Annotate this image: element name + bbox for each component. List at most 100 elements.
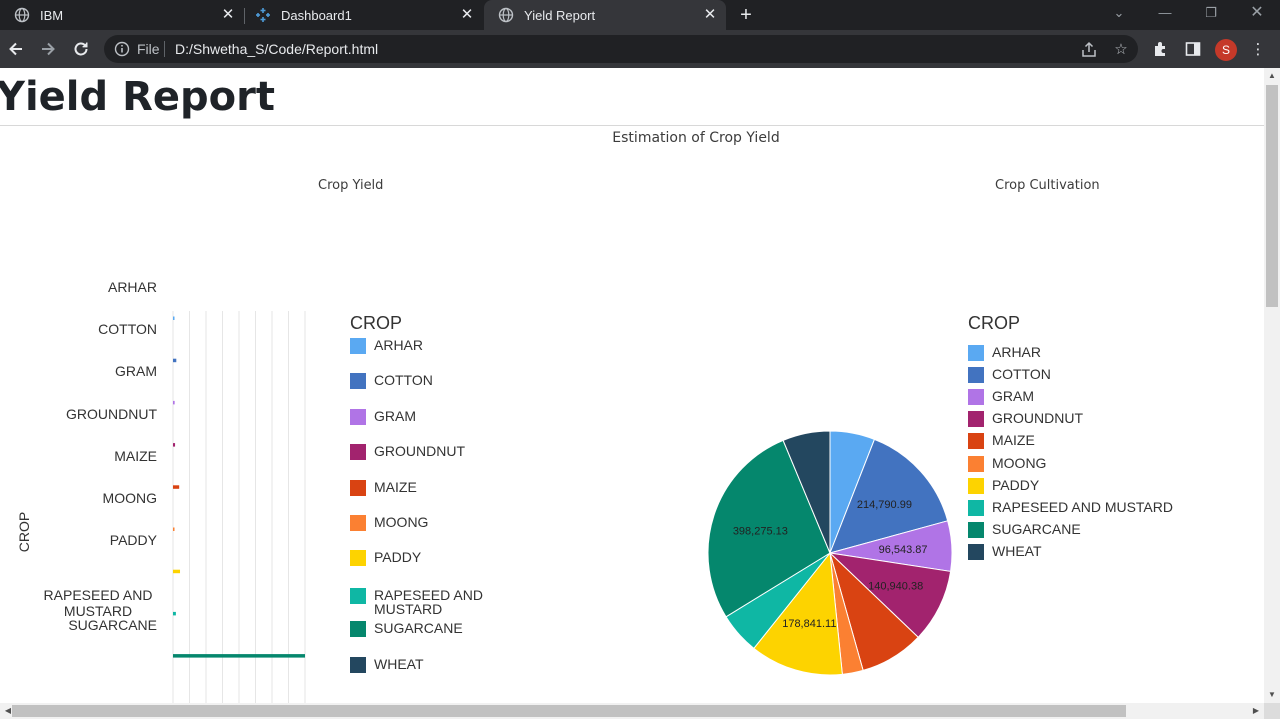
legend-label: WHEAT — [374, 656, 424, 672]
pie-slice-wheat[interactable] — [782, 430, 831, 554]
pie-legend-item-gram[interactable]: GRAM — [968, 388, 1034, 406]
legend-label: COTTON — [374, 372, 433, 388]
legend-label: GROUNDNUT — [992, 410, 1083, 427]
legend-swatch — [968, 477, 984, 494]
pie-slice-groundnut[interactable] — [828, 552, 952, 638]
legend-swatch — [968, 389, 984, 406]
legend-swatch — [350, 338, 366, 354]
vertical-scrollbar[interactable]: ▲ ▼ — [1264, 68, 1280, 703]
legend-label: RAPESEED AND MUSTARD — [992, 498, 1173, 515]
scroll-up-icon[interactable]: ▲ — [1268, 71, 1276, 80]
bar-groundnut[interactable] — [173, 443, 176, 447]
bar-paddy[interactable] — [173, 569, 181, 574]
minimize-icon[interactable]: — — [1158, 5, 1172, 20]
tab-yield-report[interactable]: Yield Report ✕ — [484, 0, 726, 30]
bar-maize[interactable] — [173, 485, 180, 489]
star-icon[interactable]: ☆ — [1114, 41, 1128, 58]
menu-icon[interactable]: ⋮ — [1250, 41, 1266, 58]
legend-label: WHEAT — [992, 542, 1042, 559]
bar-cotton[interactable] — [173, 358, 177, 363]
y-axis-label: CROP — [16, 511, 32, 553]
bar-moong[interactable] — [173, 527, 175, 532]
horizontal-scroll-thumb[interactable] — [12, 705, 1126, 717]
bar-legend-item-paddy[interactable]: PADDY — [350, 550, 421, 566]
pie-legend-item-wheat[interactable]: WHEAT — [968, 542, 1042, 560]
scroll-left-icon[interactable]: ◀ — [4, 706, 12, 715]
legend-label: PADDY — [992, 476, 1040, 493]
bar-legend-item-groundnut[interactable]: GROUNDNUT — [350, 444, 465, 460]
url-text[interactable]: D:/Shwetha_S/Code/Report.html — [175, 41, 379, 57]
bar-rapeseed-and-mustard[interactable] — [173, 611, 176, 616]
page-title: Yield Report — [0, 74, 275, 120]
bar-legend-item-arhar[interactable]: ARHAR — [350, 338, 423, 354]
bar-category-label: RAPESEED AND MUSTARD — [43, 587, 153, 620]
pie-legend-item-groundnut[interactable]: GROUNDNUT — [968, 410, 1083, 428]
vertical-scroll-thumb[interactable] — [1266, 85, 1278, 307]
tab-dashboard1[interactable]: Dashboard1 ✕ — [245, 0, 483, 30]
tab-title: Dashboard1 — [281, 7, 352, 23]
bar-category-label: SUGARCANE — [68, 616, 157, 633]
close-icon[interactable]: ✕ — [221, 6, 235, 23]
pie-slice-paddy[interactable] — [753, 551, 843, 676]
close-icon[interactable]: ✕ — [460, 6, 474, 23]
pie-legend-item-moong[interactable]: MOONG — [968, 454, 1047, 472]
bar-legend-item-gram[interactable]: GRAM — [350, 409, 416, 425]
legend-swatch — [968, 543, 984, 560]
legend-label: SUGARCANE — [992, 520, 1081, 537]
bar-sugarcane[interactable] — [173, 654, 305, 658]
bar-gram[interactable] — [173, 400, 175, 405]
close-icon[interactable]: ✕ — [703, 6, 717, 23]
forward-arrow-icon[interactable] — [38, 39, 58, 59]
address-bar[interactable]: File D:/Shwetha_S/Code/Report.html ☆ — [104, 35, 1138, 63]
bar-category-label: GROUNDNUT — [66, 405, 157, 422]
horizontal-scrollbar[interactable]: ◀ ▶ — [0, 703, 1264, 719]
tableau-icon — [255, 7, 271, 23]
legend-label: GRAM — [992, 388, 1034, 405]
pie-slice-sugarcane[interactable] — [707, 439, 831, 618]
legend-label: ARHAR — [374, 337, 424, 353]
pie-slice-cotton[interactable] — [829, 438, 949, 554]
scroll-down-icon[interactable]: ▼ — [1268, 690, 1276, 699]
side-panel-icon[interactable] — [1183, 40, 1203, 60]
bar-legend-item-moong[interactable]: MOONG — [350, 515, 428, 531]
bar-chart — [172, 311, 306, 703]
dashboard-title: Estimation of Crop Yield — [612, 130, 780, 146]
bar-category-label: COTTON — [98, 321, 157, 338]
bar-legend-item-sugarcane[interactable]: SUGARCANE — [350, 621, 463, 637]
legend-label: MAIZE — [992, 432, 1035, 449]
restore-icon[interactable]: ❐ — [1205, 5, 1217, 20]
legend-swatch — [350, 550, 366, 566]
bar-legend-item-rapeseed-and-mustard[interactable]: RAPESEED AND MUSTARD — [350, 588, 494, 616]
profile-avatar[interactable]: S — [1215, 39, 1237, 61]
bar-legend-item-maize[interactable]: MAIZE — [350, 480, 417, 496]
legend-label: ARHAR — [992, 344, 1042, 360]
legend-swatch — [968, 345, 984, 361]
reload-icon[interactable] — [71, 39, 91, 59]
pie-legend-item-arhar[interactable]: ARHAR — [968, 345, 1041, 361]
bar-legend-item-wheat[interactable]: WHEAT — [350, 657, 424, 673]
pie-data-label: 214,790.99 — [857, 499, 912, 511]
bar-category-label: PADDY — [109, 532, 157, 549]
legend-swatch — [350, 373, 366, 389]
info-icon[interactable] — [114, 41, 130, 57]
pie-legend-item-sugarcane[interactable]: SUGARCANE — [968, 520, 1081, 538]
extensions-icon[interactable] — [1151, 40, 1171, 60]
bar-legend-item-cotton[interactable]: COTTON — [350, 373, 433, 389]
pie-chart: 214,790.99 96,543.87 140,940.38 178,841.11 3… — [707, 430, 953, 676]
share-icon[interactable] — [1080, 41, 1098, 59]
new-tab-button[interactable]: + — [740, 4, 752, 26]
pie-legend-item-rapeseed-and-mustard[interactable]: RAPESEED AND MUSTARD — [968, 498, 1173, 516]
pie-legend-item-paddy[interactable]: PADDY — [968, 476, 1040, 494]
pie-legend-item-maize[interactable]: MAIZE — [968, 432, 1035, 450]
tab-search-icon[interactable]: ⌄ — [1113, 5, 1125, 20]
bar-category-label: MOONG — [102, 490, 157, 506]
legend-label: SUGARCANE — [374, 620, 463, 636]
back-arrow-icon[interactable] — [6, 39, 26, 59]
scroll-right-icon[interactable]: ▶ — [1252, 706, 1260, 715]
legend-label: MOONG — [992, 454, 1047, 471]
pie-legend-item-cotton[interactable]: COTTON — [968, 367, 1051, 384]
window-close-icon[interactable]: ✕ — [1250, 4, 1264, 21]
tab-ibm[interactable]: IBM ✕ — [0, 0, 244, 30]
legend-swatch — [350, 409, 366, 425]
bar-arhar[interactable] — [173, 316, 175, 321]
